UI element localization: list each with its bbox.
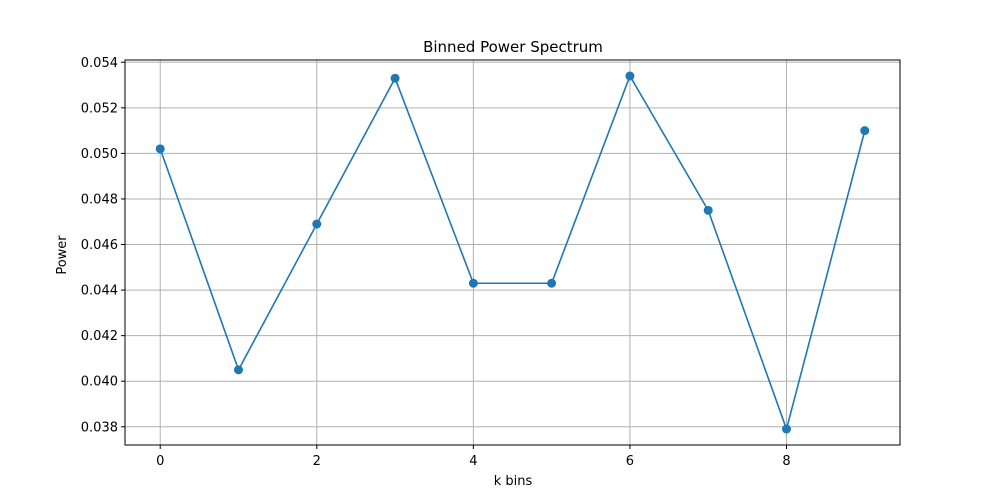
data-point — [155, 144, 165, 154]
x-axis-label: k bins — [494, 474, 533, 489]
x-tick-label: 6 — [626, 454, 634, 469]
y-tick-label: 0.042 — [81, 329, 118, 344]
y-tick-label: 0.046 — [81, 238, 118, 253]
x-tick-label: 8 — [782, 454, 790, 469]
data-point — [312, 219, 322, 229]
y-axis-label: Power — [55, 235, 70, 275]
ticks: 0 2 4 6 8 0.038 0.040 0.042 0.044 0.046 0.048 0.050… — [81, 56, 791, 469]
series-line — [159, 75, 866, 430]
y-tick-label: 0.044 — [81, 284, 118, 299]
plot-frame — [124, 59, 901, 446]
x-tick-label: 4 — [469, 454, 477, 469]
data-point — [625, 71, 635, 81]
y-tick-label: 0.038 — [81, 420, 118, 435]
y-tick-label: 0.040 — [81, 375, 118, 390]
chart-title: Binned Power Spectrum — [423, 38, 603, 56]
data-point — [547, 278, 557, 288]
x-tick-label: 0 — [156, 454, 164, 469]
data-point — [468, 278, 478, 288]
y-tick-label: 0.052 — [81, 101, 118, 116]
y-tick-label: 0.054 — [81, 56, 118, 71]
data-point — [860, 126, 870, 136]
y-tick-label: 0.048 — [81, 192, 118, 207]
x-tick-label: 2 — [313, 454, 321, 469]
series-layer — [155, 71, 870, 434]
data-point — [703, 205, 713, 215]
data-point — [781, 424, 791, 434]
y-tick-label: 0.050 — [81, 147, 118, 162]
grid — [125, 60, 900, 445]
data-point — [234, 365, 244, 375]
data-point — [390, 73, 400, 83]
